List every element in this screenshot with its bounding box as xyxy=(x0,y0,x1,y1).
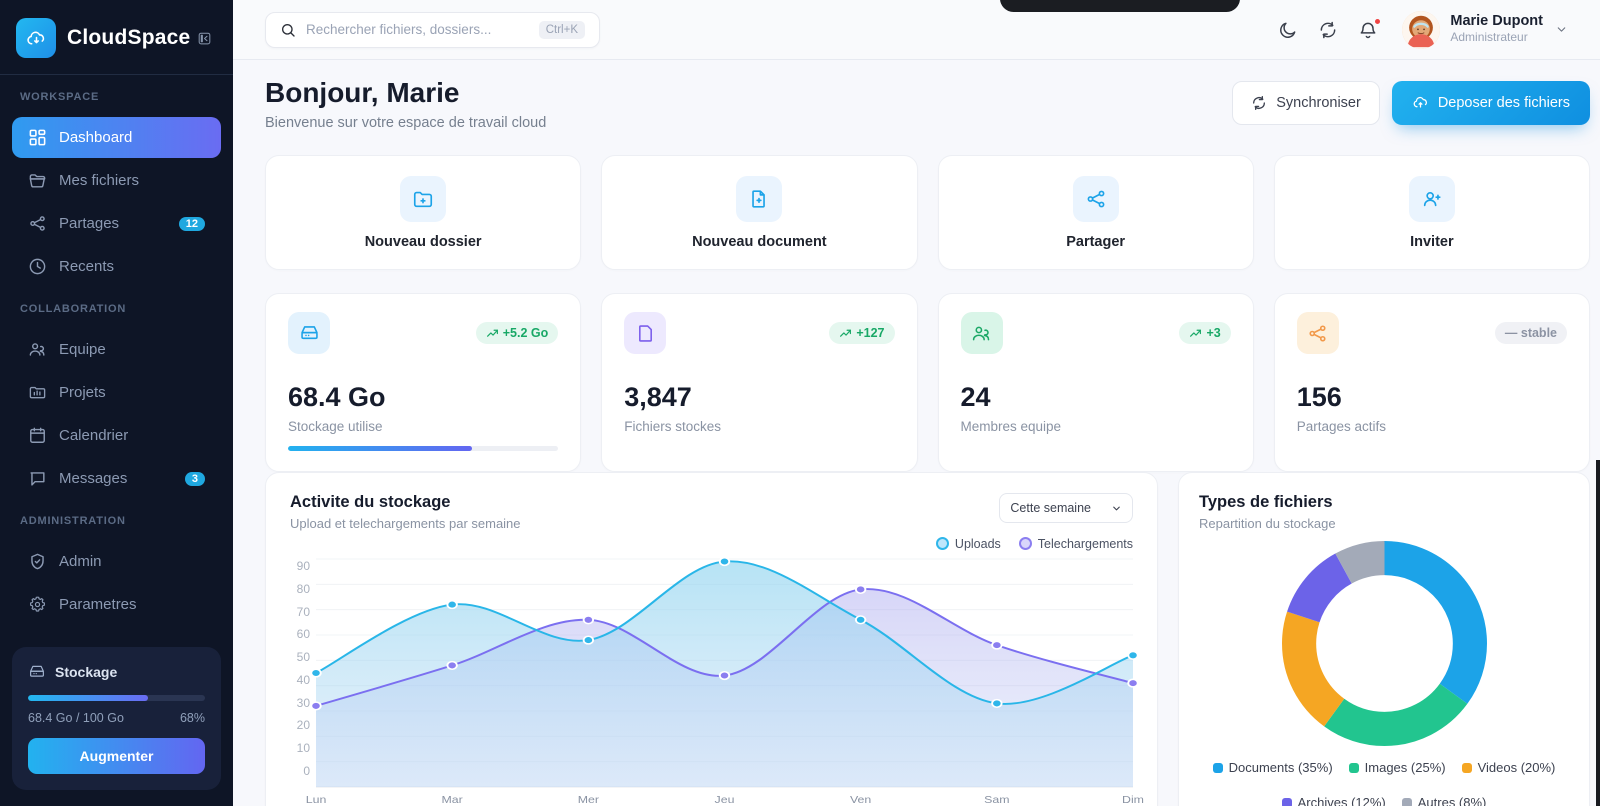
svg-text:Lun: Lun xyxy=(306,795,327,806)
svg-text:Mar: Mar xyxy=(442,795,464,806)
svg-text:Sam: Sam xyxy=(984,795,1009,806)
svg-text:Mer: Mer xyxy=(578,795,600,806)
svg-text:Dim: Dim xyxy=(1122,795,1144,806)
svg-text:Ven: Ven xyxy=(850,795,871,806)
svg-text:Jeu: Jeu xyxy=(715,795,735,806)
